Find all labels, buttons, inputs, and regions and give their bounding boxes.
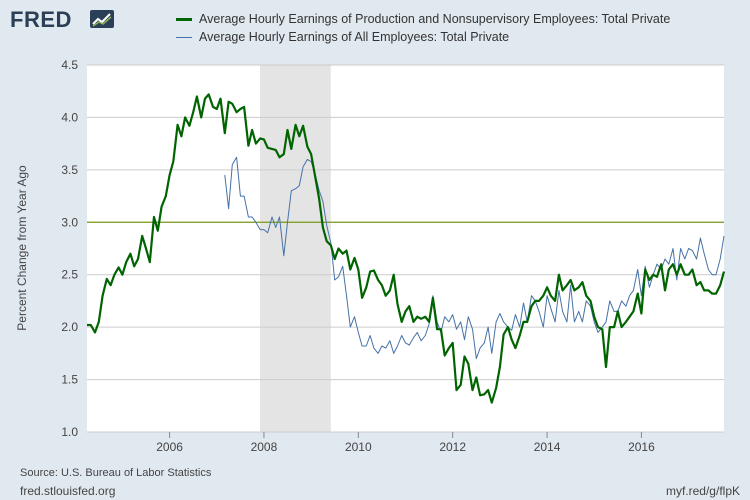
line-chart: 1.0 1.5 2.0 2.5 3.0 3.5 4.0 4.5 2006 2008 2010 201…	[15, 58, 726, 454]
legend-item-all-employees[interactable]: Average Hourly Earnings of All Employees…	[176, 30, 509, 44]
x-tick-label: 2008	[251, 440, 278, 454]
y-tick-label: 2.5	[61, 268, 78, 282]
recession-shading	[260, 65, 331, 432]
x-tick-label: 2012	[439, 440, 466, 454]
short-link[interactable]: myf.red/g/flpK	[665, 484, 740, 498]
series-production-employees-line[interactable]	[87, 93, 726, 404]
legend-label: Average Hourly Earnings of All Employees…	[199, 30, 510, 44]
y-tick-label: 2.0	[61, 320, 78, 334]
legend-swatch-blue	[176, 37, 192, 39]
plot-area	[87, 65, 724, 432]
x-axis-ticks: 2006 2008 2010 2012 2014 2016	[156, 432, 655, 454]
fred-logo[interactable]: FRED	[10, 7, 72, 32]
legend-label: Average Hourly Earnings of Production an…	[199, 12, 671, 26]
legend-item-production-employees[interactable]: Average Hourly Earnings of Production an…	[176, 12, 670, 26]
x-tick-label: 2016	[628, 440, 655, 454]
series-all-employees-line[interactable]	[224, 156, 725, 360]
source-note: Source: U.S. Bureau of Labor Statistics	[20, 467, 212, 479]
site-link[interactable]: fred.stlouisfed.org	[20, 484, 116, 498]
chart-header: FRED Average Hourly Earnings of Producti…	[0, 0, 750, 58]
y-axis-ticks: 1.0 1.5 2.0 2.5 3.0 3.5 4.0 4.5	[61, 58, 78, 439]
series-lines	[87, 93, 726, 404]
y-tick-label: 4.5	[61, 58, 78, 72]
y-tick-label: 3.0	[61, 215, 78, 229]
y-tick-label: 4.0	[61, 110, 78, 124]
x-tick-label: 2010	[345, 440, 372, 454]
line-graph-icon	[90, 10, 114, 28]
y-axis-title: Percent Change from Year Ago	[15, 165, 29, 331]
y-tick-label: 3.5	[61, 163, 78, 177]
y-tick-label: 1.5	[61, 373, 78, 387]
legend-swatch-green	[176, 18, 192, 22]
y-tick-label: 1.0	[61, 425, 78, 439]
x-tick-label: 2014	[534, 440, 561, 454]
recession-shading-group	[260, 65, 331, 432]
gridlines	[87, 64, 724, 433]
x-tick-label: 2006	[156, 440, 183, 454]
